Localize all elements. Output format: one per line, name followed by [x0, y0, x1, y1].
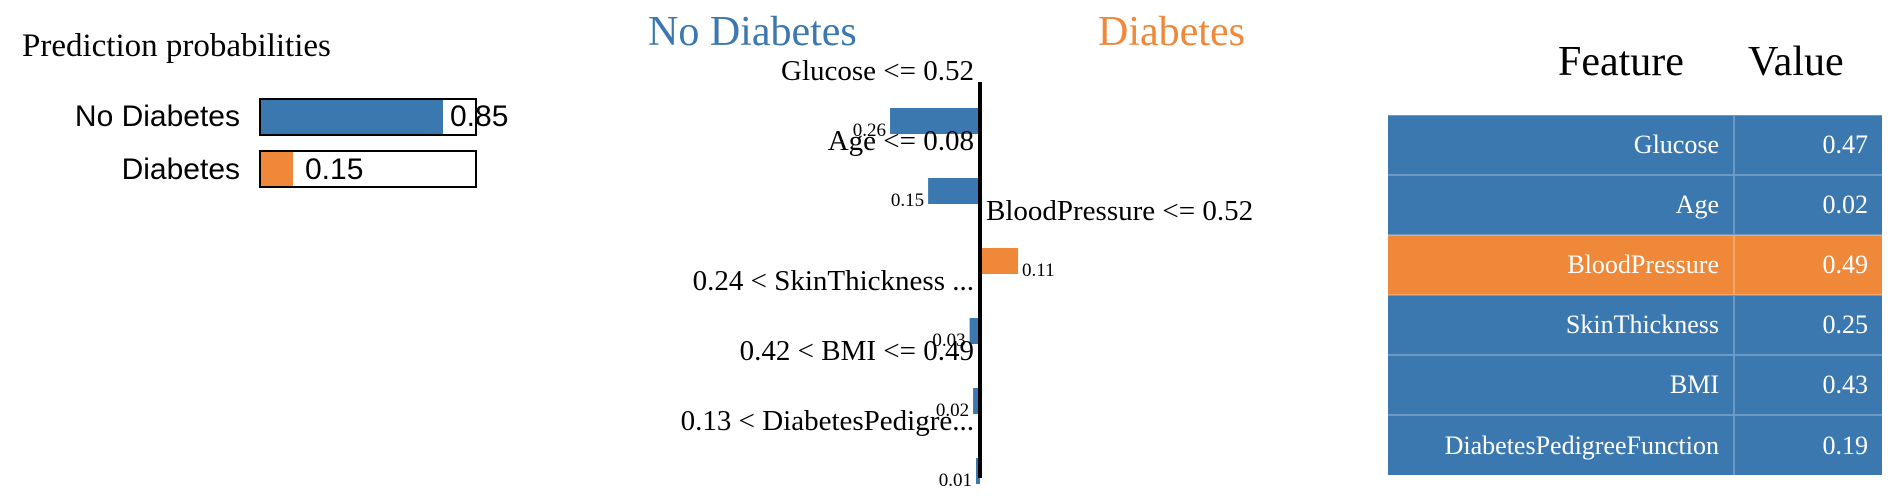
prob-bar-diabetes	[259, 150, 477, 188]
prob-label-diabetes: Diabetes	[121, 153, 240, 186]
bar-value-label: 0.01	[939, 470, 972, 491]
table-header-feature: Feature	[1558, 39, 1684, 85]
feature-value: 0.49	[1733, 234, 1882, 295]
feature-value: 0.19	[1733, 414, 1882, 475]
prob-bar-no-diabetes	[259, 98, 477, 136]
explanation-bar	[980, 248, 1019, 274]
bar-value-label: 0.15	[891, 190, 924, 211]
feature-name: BloodPressure	[1388, 234, 1734, 295]
table-row: SkinThickness 0.25	[1388, 294, 1882, 355]
prediction-probabilities-title: Prediction probabilities	[22, 28, 331, 64]
feature-condition-label: Glucose <= 0.52	[781, 55, 974, 87]
bar-value-label: 0.11	[1022, 260, 1055, 281]
feature-condition-label: 0.13 < DiabetesPedigre...	[681, 405, 974, 437]
feature-condition-label: 0.24 < SkinThickness ...	[693, 265, 974, 297]
feature-value: 0.02	[1733, 174, 1882, 235]
feature-condition-label: 0.42 < BMI <= 0.49	[740, 335, 974, 367]
bar-value-label: 0.02	[936, 400, 969, 421]
feature-value: 0.43	[1733, 354, 1882, 415]
feature-value: 0.47	[1733, 114, 1882, 175]
explanation-bar	[969, 318, 980, 344]
feature-name: SkinThickness	[1388, 294, 1734, 355]
table-row: Age 0.02	[1388, 174, 1882, 235]
feature-name: BMI	[1388, 354, 1734, 415]
feature-condition-label: BloodPressure <= 0.52	[986, 195, 1253, 227]
table-row: BMI 0.43	[1388, 354, 1882, 415]
explanation-bar	[890, 108, 980, 134]
table-row: DiabetesPedigreeFunction 0.19	[1388, 414, 1882, 475]
prob-fill-diabetes	[261, 152, 294, 186]
explanation-bar	[928, 178, 980, 204]
feature-name: Age	[1388, 174, 1734, 235]
explanation-bar	[973, 388, 980, 414]
feature-name: DiabetesPedigreeFunction	[1388, 414, 1734, 475]
feature-condition-label: Age <= 0.08	[828, 125, 974, 157]
prob-value-diabetes: 0.15	[305, 153, 364, 186]
bar-value-label: 0.03	[932, 330, 965, 351]
table-row: BloodPressure 0.49	[1388, 234, 1882, 295]
bar-value-label: 0.26	[853, 120, 886, 141]
negative-class-header: No Diabetes	[648, 9, 857, 55]
prob-fill-no-diabetes	[261, 100, 443, 134]
feature-value-table: Glucose 0.47 Age 0.02 BloodPressure 0.49…	[1388, 114, 1882, 475]
prob-value-no-diabetes: 0.85	[450, 100, 509, 133]
table-header-value: Value	[1748, 39, 1844, 85]
feature-value: 0.25	[1733, 294, 1882, 355]
positive-class-header: Diabetes	[1098, 9, 1245, 55]
prob-label-no-diabetes: No Diabetes	[74, 100, 240, 133]
table-row: Glucose 0.47	[1388, 114, 1882, 175]
feature-name: Glucose	[1388, 114, 1734, 175]
